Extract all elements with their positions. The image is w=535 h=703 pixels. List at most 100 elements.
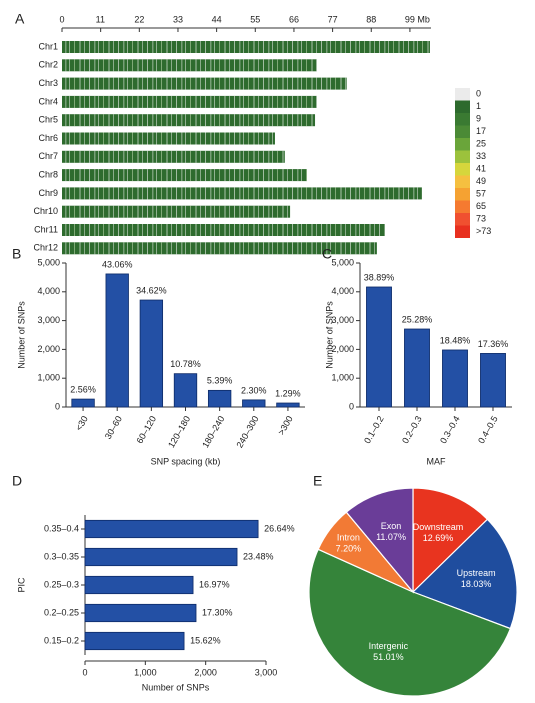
scale-swatch: [455, 125, 470, 138]
slice-name: Intron: [337, 532, 360, 542]
x-tick-label: 66: [289, 14, 299, 24]
share-label: 10.78%: [170, 359, 201, 369]
share-label: 16.97%: [199, 579, 230, 589]
pie-slice: [345, 487, 414, 594]
row-label: Chr2: [38, 60, 58, 70]
row-label: Chr5: [38, 115, 58, 125]
bar: [71, 398, 95, 408]
scale-label: 33: [476, 151, 486, 161]
density-texture: [62, 77, 347, 90]
density-texture: [62, 150, 285, 163]
y-tick-label: 0.2–0.25: [44, 607, 79, 617]
scale-swatch: [455, 188, 470, 201]
x-tick-label: 0.4–0.5: [476, 414, 500, 445]
y-tick-label: 0.3–0.35: [44, 551, 79, 561]
scale-swatch: [455, 88, 470, 101]
x-tick-label: 180–240: [200, 414, 226, 449]
share-label: 17.30%: [202, 607, 233, 617]
x-tick-label: 0.2–0.3: [400, 414, 424, 445]
scale-label: >73: [476, 226, 491, 236]
panel-letter: C: [322, 246, 332, 262]
bar: [276, 402, 300, 408]
bar: [207, 389, 232, 408]
scale-swatch: [455, 138, 470, 151]
y-tick-label: 2,000: [331, 344, 354, 354]
x-tick-label: 120–180: [166, 414, 192, 449]
bar: [366, 286, 392, 408]
x-tick-label: 77: [328, 14, 338, 24]
share-label: 38.89%: [364, 272, 395, 282]
panel-letter: B: [12, 246, 21, 262]
slice-name: Downstream: [413, 522, 464, 532]
bar: [242, 399, 266, 408]
scale-label: 65: [476, 201, 486, 211]
share-label: 17.36%: [478, 339, 509, 349]
row-label: Chr12: [33, 243, 58, 253]
y-tick-label: 0.25–0.3: [44, 579, 79, 589]
scale-label: 25: [476, 139, 486, 149]
y-axis-title: Number of SNPs: [324, 301, 334, 369]
density-texture: [62, 59, 317, 72]
row-label: Chr7: [38, 151, 58, 161]
scale-swatch: [455, 163, 470, 176]
row-label: Chr9: [38, 188, 58, 198]
x-axis-title: Number of SNPs: [142, 682, 210, 692]
x-tick-label: 1,000: [134, 667, 157, 677]
x-tick-label: 88: [366, 14, 376, 24]
scale-label: 57: [476, 189, 486, 199]
row-label: Chr1: [38, 41, 58, 51]
slice-name: Upstream: [457, 568, 496, 578]
scale-swatch: [455, 150, 470, 163]
panel-letter: E: [313, 473, 322, 489]
row-label: Chr6: [38, 133, 58, 143]
row-label: Chr8: [38, 169, 58, 179]
y-tick-label: 4,000: [331, 286, 354, 296]
x-axis-title: SNP spacing (kb): [151, 456, 221, 466]
x-tick-label: 60–120: [134, 414, 158, 445]
share-label: 34.62%: [136, 285, 167, 295]
bar: [84, 631, 185, 651]
x-tick-label: 33: [173, 14, 183, 24]
x-tick-label: 240–300: [234, 414, 260, 449]
density-texture: [62, 114, 316, 127]
y-tick-label: 5,000: [331, 257, 354, 267]
x-tick-label: 3,000: [255, 667, 278, 677]
share-label: 2.30%: [241, 385, 267, 395]
share-label: 43.06%: [102, 259, 133, 269]
row-label: Chr3: [38, 78, 58, 88]
bar: [480, 353, 506, 408]
scale-label: 73: [476, 214, 486, 224]
density-texture: [62, 205, 291, 218]
row-label: Chr4: [38, 96, 58, 106]
bar: [105, 273, 129, 408]
bar: [139, 299, 164, 408]
y-tick-label: 0.35–0.4: [44, 523, 79, 533]
y-tick-label: 2,000: [37, 344, 60, 354]
scale-label: 49: [476, 176, 486, 186]
slice-value: 12.69%: [423, 533, 454, 543]
scale-label: 9: [476, 114, 481, 124]
scale-swatch: [455, 100, 470, 113]
share-label: 23.48%: [243, 551, 274, 561]
x-tick-label: <30: [74, 414, 90, 432]
bar: [173, 373, 198, 408]
x-tick-label: 0.1–0.2: [362, 414, 386, 445]
share-label: 2.56%: [70, 384, 96, 394]
y-tick-label: 3,000: [37, 315, 60, 325]
scale-swatch: [455, 200, 470, 213]
y-tick-label: 4,000: [37, 286, 60, 296]
scale-swatch: [455, 225, 470, 238]
scale-swatch: [455, 113, 470, 126]
bar: [84, 547, 238, 567]
share-label: 15.62%: [190, 635, 221, 645]
x-tick-label: 0: [59, 14, 64, 24]
x-tick-label: 0.3–0.4: [438, 414, 462, 445]
density-texture: [62, 169, 307, 182]
density-texture: [62, 41, 430, 53]
density-texture: [62, 187, 422, 200]
share-label: 18.48%: [440, 335, 471, 345]
scale-label: 41: [476, 164, 486, 174]
x-tick-label: >300: [276, 414, 295, 437]
scale-label: 0: [476, 89, 481, 99]
y-tick-label: 3,000: [331, 315, 354, 325]
